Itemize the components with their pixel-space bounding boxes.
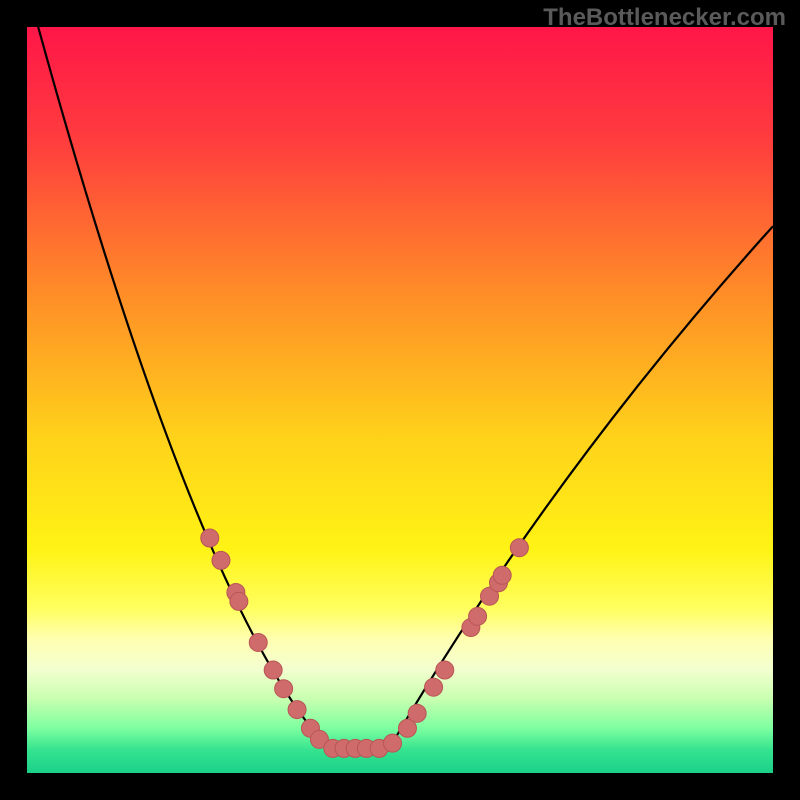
curve-marker xyxy=(264,661,282,679)
bottleneck-chart xyxy=(27,27,773,773)
curve-marker xyxy=(288,701,306,719)
curve-marker xyxy=(469,607,487,625)
curve-marker xyxy=(436,661,454,679)
curve-marker xyxy=(230,592,248,610)
curve-marker xyxy=(201,529,219,547)
curve-marker xyxy=(408,704,426,722)
curve-marker xyxy=(275,680,293,698)
curve-marker xyxy=(493,566,511,584)
curve-marker xyxy=(249,633,267,651)
watermark-text: TheBottlenecker.com xyxy=(543,4,786,32)
curve-marker xyxy=(510,539,528,557)
curve-marker xyxy=(212,551,230,569)
curve-marker xyxy=(384,734,402,752)
chart-frame: TheBottlenecker.com xyxy=(0,0,800,800)
curve-marker xyxy=(425,678,443,696)
chart-background xyxy=(27,27,773,773)
